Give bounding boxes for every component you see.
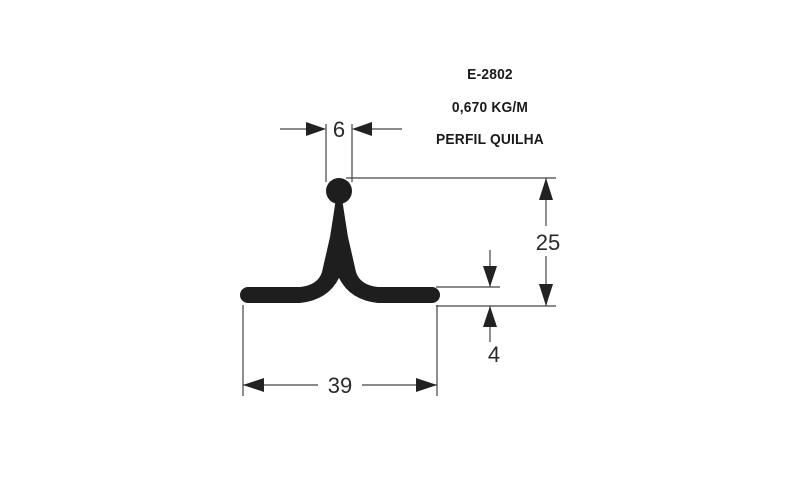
arrow-left-icon (243, 378, 264, 392)
arrow-right-icon (416, 378, 437, 392)
profile-name: PERFIL QUILHA (436, 131, 544, 148)
base-width-label: 39 (328, 373, 352, 398)
top-width-label: 6 (333, 117, 345, 142)
profile-body (240, 198, 441, 303)
height-label: 25 (536, 230, 560, 255)
arrow-down-icon (539, 284, 553, 306)
profile-shape (240, 178, 441, 303)
profile-code: E-2802 (467, 66, 513, 83)
dimension-thickness (436, 250, 500, 342)
profile-weight: 0,670 KG/M (451, 99, 529, 116)
arrow-down-icon (483, 266, 497, 287)
arrow-up-icon (483, 306, 497, 327)
arrow-right-icon (306, 122, 326, 136)
arrow-up-icon (539, 178, 553, 200)
profile-bulb (326, 178, 352, 204)
thickness-label: 4 (488, 342, 500, 367)
height-label-bg (530, 226, 566, 256)
arrow-left-icon (352, 122, 372, 136)
